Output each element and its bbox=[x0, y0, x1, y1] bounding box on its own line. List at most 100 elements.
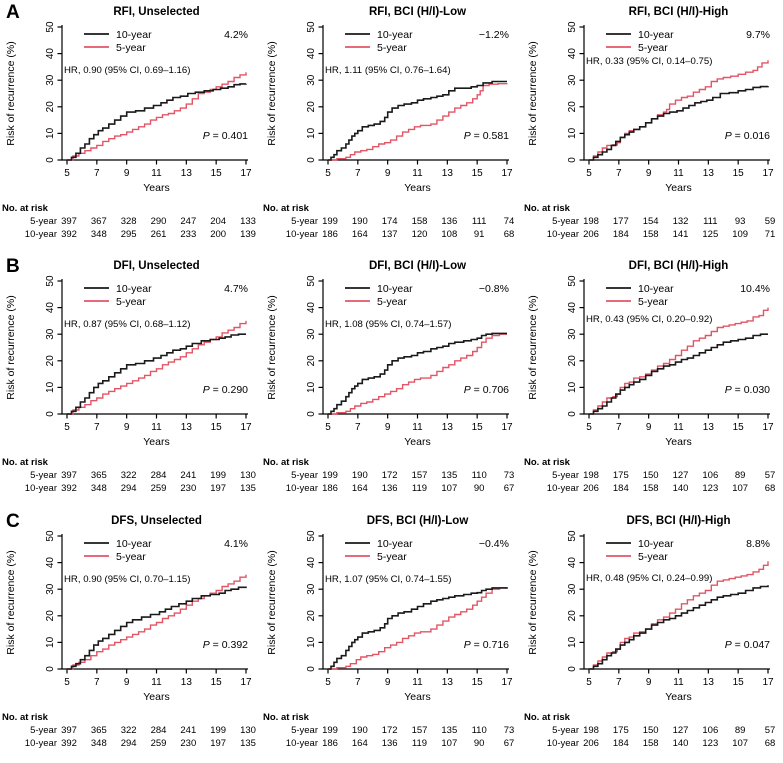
x-tick-label: 9 bbox=[385, 168, 391, 179]
risk-count: 157 bbox=[411, 725, 428, 736]
y-tick-label: 40 bbox=[567, 557, 578, 569]
risk-count: 259 bbox=[150, 738, 167, 749]
risk-count: 120 bbox=[411, 229, 428, 240]
legend-label-5-year: 5-year bbox=[377, 42, 407, 54]
y-tick-label: 40 bbox=[306, 302, 317, 314]
risk-count: 107 bbox=[441, 738, 458, 749]
x-tick-label: 9 bbox=[124, 168, 130, 179]
x-tick-label: 5 bbox=[325, 422, 331, 433]
risk-count: 230 bbox=[180, 738, 197, 749]
risk-table-header: No. at risk bbox=[263, 457, 309, 468]
y-axis-label: Risk of recurrence (%) bbox=[5, 41, 17, 145]
y-tick-label: 30 bbox=[306, 328, 317, 340]
x-tick-label: 5 bbox=[325, 168, 331, 179]
x-tick-label: 5 bbox=[325, 677, 331, 688]
risk-count: 110 bbox=[471, 470, 487, 481]
difference-label: 9.7% bbox=[746, 29, 770, 41]
risk-count: 186 bbox=[322, 229, 338, 240]
risk-row-label-10-year: 10-year bbox=[24, 738, 57, 749]
x-tick-label: 17 bbox=[762, 168, 774, 179]
risk-row-label-10-year: 10-year bbox=[285, 738, 318, 749]
risk-count: 177 bbox=[612, 216, 629, 227]
risk-count: 172 bbox=[381, 725, 398, 736]
y-tick-label: 0 bbox=[306, 666, 317, 672]
y-axis-label: Risk of recurrence (%) bbox=[5, 550, 17, 654]
curve-5-year bbox=[67, 72, 247, 161]
y-tick-label: 20 bbox=[45, 355, 56, 367]
p-value: P = 0.016 bbox=[725, 130, 770, 142]
risk-count: 107 bbox=[732, 738, 749, 749]
km-plot: 5 7 9 11 13 15 17 0 10 20 30 40 50 Years Risk of recur… bbox=[527, 6, 774, 194]
p-number: = 0.706 bbox=[471, 384, 509, 396]
risk-count: 198 bbox=[583, 470, 599, 481]
y-tick-label: 0 bbox=[567, 411, 578, 417]
x-tick-label: 9 bbox=[385, 422, 391, 433]
x-axis-label: Years bbox=[143, 182, 169, 194]
risk-count: 175 bbox=[612, 725, 629, 736]
curve-10-year bbox=[67, 333, 246, 415]
risk-count: 140 bbox=[672, 738, 689, 749]
y-tick-label: 0 bbox=[45, 666, 56, 672]
p-value: P = 0.706 bbox=[464, 384, 509, 396]
risk-count: 133 bbox=[240, 216, 256, 227]
risk-row-label-5-year: 5-year bbox=[552, 725, 579, 736]
risk-count: 57 bbox=[764, 470, 776, 481]
x-tick-label: 7 bbox=[94, 422, 100, 433]
legend-label-10-year: 10-year bbox=[377, 29, 413, 41]
risk-count: 135 bbox=[240, 738, 256, 749]
risk-count: 199 bbox=[322, 216, 338, 227]
p-number: = 0.392 bbox=[210, 639, 248, 651]
x-axis-label: Years bbox=[143, 436, 169, 448]
risk-row-label-10-year: 10-year bbox=[24, 229, 57, 240]
risk-count: 322 bbox=[120, 470, 137, 481]
y-tick-label: 40 bbox=[306, 48, 317, 60]
risk-row-label-5-year: 5-year bbox=[291, 470, 318, 481]
p-symbol: P bbox=[725, 384, 732, 396]
risk-row-label-10-year: 10-year bbox=[546, 483, 579, 494]
risk-count: 57 bbox=[764, 725, 776, 736]
panel-title: DFS, BCI (H/I)-High bbox=[626, 515, 730, 527]
panel-letter-B: B bbox=[6, 256, 20, 277]
p-symbol: P bbox=[725, 130, 732, 142]
x-tick-label: 5 bbox=[586, 422, 592, 433]
risk-table-header: No. at risk bbox=[524, 203, 570, 214]
p-symbol: P bbox=[464, 639, 471, 651]
y-axis-label: Risk of recurrence (%) bbox=[527, 550, 539, 654]
risk-count: 259 bbox=[150, 483, 167, 494]
risk-table-header: No. at risk bbox=[263, 712, 309, 723]
legend-label-10-year: 10-year bbox=[116, 283, 152, 295]
curve-5-year bbox=[67, 574, 247, 670]
x-tick-label: 9 bbox=[646, 422, 652, 433]
curve-5-year bbox=[589, 60, 769, 161]
curve-5-year bbox=[328, 587, 508, 670]
risk-count: 206 bbox=[583, 229, 599, 240]
legend-label-10-year: 10-year bbox=[638, 538, 674, 550]
risk-count: 74 bbox=[503, 216, 515, 227]
risk-count: 158 bbox=[642, 738, 659, 749]
x-tick-label: 17 bbox=[762, 677, 774, 688]
x-tick-label: 15 bbox=[211, 677, 223, 688]
risk-table-header: No. at risk bbox=[2, 457, 48, 468]
difference-label: −1.2% bbox=[479, 29, 509, 41]
curve-10-year bbox=[589, 85, 769, 161]
p-symbol: P bbox=[464, 130, 471, 142]
risk-count: 158 bbox=[642, 229, 659, 240]
panel-title: DFI, BCI (H/I)-High bbox=[629, 260, 729, 272]
y-tick-label: 0 bbox=[306, 411, 317, 417]
risk-count: 184 bbox=[612, 483, 629, 494]
x-tick-label: 5 bbox=[64, 168, 70, 179]
risk-count: 108 bbox=[441, 229, 458, 240]
x-axis-label: Years bbox=[404, 182, 430, 194]
hr-label: HR, 0.43 (95% CI, 0.20–0.92) bbox=[586, 314, 712, 325]
curve-10-year bbox=[328, 80, 507, 161]
y-tick-label: 20 bbox=[306, 101, 317, 113]
difference-label: −0.8% bbox=[479, 283, 509, 295]
risk-count: 241 bbox=[180, 470, 197, 481]
panel-title: DFS, BCI (H/I)-Low bbox=[367, 515, 469, 527]
risk-row-label-5-year: 5-year bbox=[30, 725, 57, 736]
risk-count: 198 bbox=[583, 216, 599, 227]
y-tick-label: 10 bbox=[567, 381, 578, 393]
risk-count: 119 bbox=[411, 738, 428, 749]
y-tick-label: 20 bbox=[567, 101, 578, 113]
x-tick-label: 11 bbox=[151, 422, 162, 433]
